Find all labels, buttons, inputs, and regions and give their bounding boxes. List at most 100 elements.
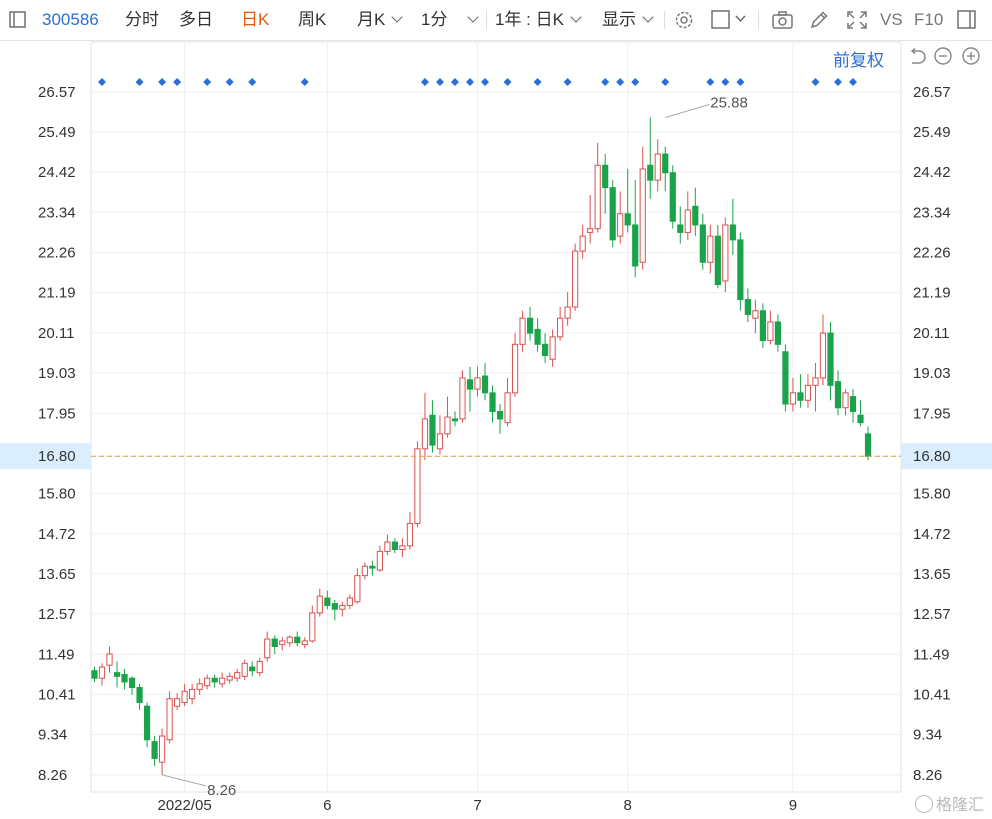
candle-body[interactable] (744, 299, 751, 315)
candle-body[interactable] (316, 595, 323, 614)
candle-body[interactable] (279, 640, 286, 646)
event-marker-icon[interactable] (631, 78, 640, 86)
event-marker-icon[interactable] (811, 78, 820, 86)
tab-duori[interactable]: 多日 (179, 10, 213, 29)
event-marker-icon[interactable] (721, 78, 730, 86)
candle-body[interactable] (654, 153, 661, 181)
candle-body[interactable] (346, 597, 353, 606)
event-marker-icon[interactable] (533, 78, 542, 86)
display-dropdown[interactable]: 显示 (602, 0, 654, 40)
candle-body[interactable] (849, 396, 857, 412)
candle-body[interactable] (91, 670, 98, 679)
candle-body[interactable] (684, 209, 691, 233)
candle-body[interactable] (271, 638, 278, 648)
candle-body[interactable] (624, 213, 631, 226)
candle-body[interactable] (489, 392, 496, 412)
candle-body[interactable] (406, 522, 414, 547)
candle-body[interactable] (819, 332, 827, 379)
candle-body[interactable] (459, 377, 466, 420)
candle-body[interactable] (226, 675, 233, 681)
candle-body[interactable] (677, 224, 684, 233)
candle-body[interactable] (196, 683, 203, 690)
candle-body[interactable] (414, 448, 421, 524)
candle-body[interactable] (834, 381, 842, 409)
candle-body[interactable] (376, 550, 383, 571)
event-marker-icon[interactable] (248, 78, 257, 86)
candle-body[interactable] (474, 377, 481, 390)
candle-body[interactable] (301, 640, 308, 646)
tab-fenshi[interactable]: 分时 (125, 10, 159, 29)
candle-body[interactable] (797, 392, 804, 401)
candle-body[interactable] (339, 604, 346, 610)
candle-body[interactable] (609, 187, 616, 241)
pencil-icon[interactable] (809, 10, 829, 30)
candle-body[interactable] (662, 153, 669, 174)
event-marker-icon[interactable] (481, 78, 490, 86)
candle-body[interactable] (391, 541, 398, 551)
event-marker-icon[interactable] (661, 78, 670, 86)
event-marker-icon[interactable] (450, 78, 459, 86)
candle-body[interactable] (241, 662, 248, 677)
event-marker-icon[interactable] (173, 78, 182, 86)
candle-body[interactable] (136, 687, 143, 703)
candle-body[interactable] (617, 213, 624, 237)
candle-body[interactable] (158, 735, 166, 763)
event-marker-icon[interactable] (98, 78, 107, 86)
candle-body[interactable] (812, 377, 819, 386)
candle-body[interactable] (707, 235, 714, 263)
candle-body[interactable] (526, 317, 534, 334)
event-marker-icon[interactable] (420, 78, 429, 86)
gear-icon[interactable] (673, 10, 693, 30)
candle-body[interactable] (557, 317, 564, 338)
fullscreen-icon[interactable] (846, 10, 868, 30)
candle-body[interactable] (204, 677, 211, 687)
event-marker-icon[interactable] (435, 78, 444, 86)
event-marker-icon[interactable] (849, 78, 858, 86)
candle-body[interactable] (324, 597, 331, 606)
event-marker-icon[interactable] (563, 78, 572, 86)
candle-body[interactable] (264, 638, 271, 659)
candle-body[interactable] (722, 224, 729, 282)
candle-body[interactable] (429, 414, 436, 446)
candle-body[interactable] (256, 660, 263, 674)
candle-body[interactable] (466, 379, 474, 390)
candle-body[interactable] (234, 672, 241, 679)
candle-body[interactable] (864, 433, 872, 457)
candle-body[interactable] (632, 224, 639, 267)
event-marker-icon[interactable] (833, 78, 842, 86)
candle-body[interactable] (647, 164, 654, 181)
candle-body[interactable] (579, 235, 586, 252)
candle-body[interactable] (827, 332, 834, 386)
candle-body[interactable] (481, 375, 489, 394)
tab-yuek-dropdown[interactable]: 月K (357, 0, 404, 40)
f10-button[interactable]: F10 (914, 10, 944, 29)
candle-body[interactable] (782, 351, 789, 405)
candle-body[interactable] (128, 677, 136, 689)
candle-body[interactable] (549, 336, 556, 360)
candle-body[interactable] (542, 343, 549, 357)
candle-body[interactable] (113, 672, 121, 677)
candle-body[interactable] (361, 565, 368, 577)
candle-body[interactable] (309, 612, 316, 642)
minute-dropdown[interactable]: 1分 (421, 0, 480, 40)
tab-rik[interactable]: 日K (241, 10, 270, 29)
candle-body[interactable] (151, 741, 158, 759)
candle-body[interactable] (699, 224, 706, 263)
candle-body[interactable] (121, 673, 128, 683)
candle-body[interactable] (399, 545, 406, 551)
candle-body[interactable] (354, 575, 361, 603)
candle-body[interactable] (767, 321, 774, 342)
candle-body[interactable] (294, 636, 301, 644)
candle-body[interactable] (181, 690, 188, 703)
camera-icon[interactable] (771, 10, 795, 30)
candle-body[interactable] (211, 677, 218, 683)
zoom-in-icon[interactable] (962, 47, 980, 65)
candle-body[interactable] (729, 224, 736, 241)
candle-body[interactable] (752, 310, 759, 319)
candle-body[interactable] (189, 688, 196, 700)
vs-button[interactable]: VS (880, 10, 903, 29)
event-marker-icon[interactable] (225, 78, 234, 86)
undo-icon[interactable] (907, 47, 926, 65)
candle-body[interactable] (594, 164, 601, 230)
event-marker-icon[interactable] (158, 78, 167, 86)
